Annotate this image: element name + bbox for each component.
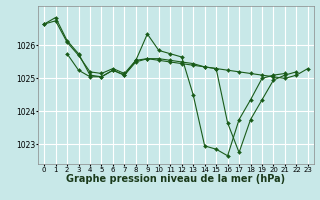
X-axis label: Graphe pression niveau de la mer (hPa): Graphe pression niveau de la mer (hPa) <box>67 174 285 184</box>
